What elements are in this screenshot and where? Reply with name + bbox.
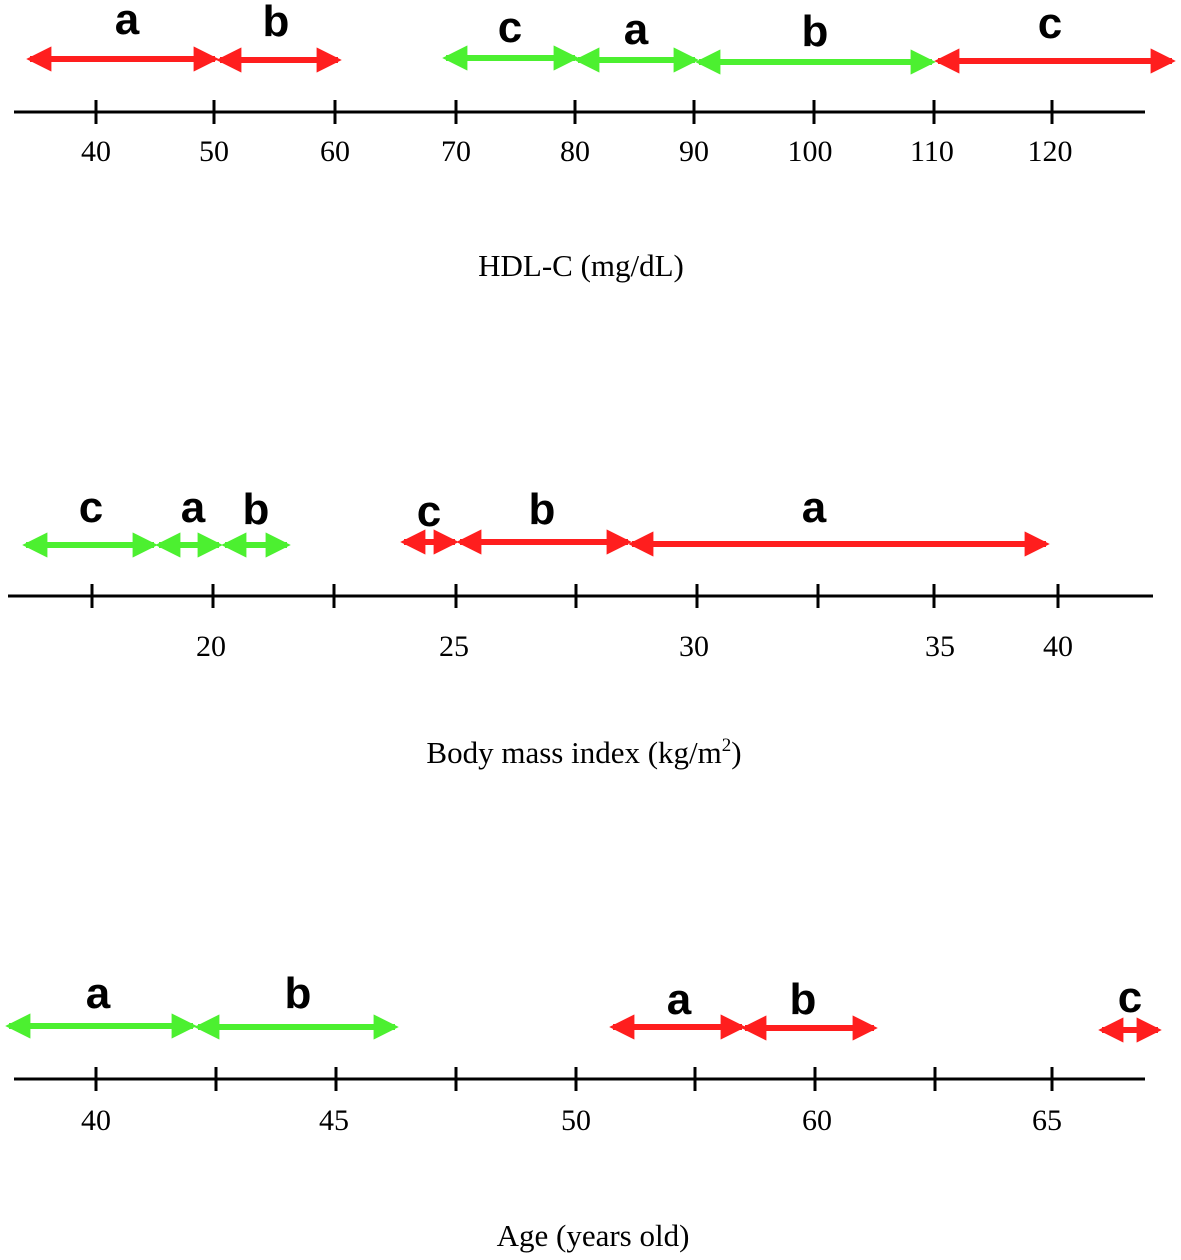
hdl-ticks bbox=[94, 100, 1054, 124]
hdl-tick-label-7: 100 bbox=[788, 135, 833, 168]
bmi-range-label-2: a bbox=[181, 483, 206, 532]
bmi-range-label-4: c bbox=[417, 487, 441, 536]
hdl-tick-label-6: 90 bbox=[679, 135, 709, 168]
bmi-range-label-1: c bbox=[79, 483, 103, 532]
age-axis-title: Age (years old) bbox=[497, 1218, 690, 1253]
hdl-tick-label-5: 80 bbox=[560, 135, 590, 168]
age-ticks bbox=[94, 1067, 1054, 1091]
hdl-range-label-5: b bbox=[802, 7, 829, 56]
hdl-tick-label-3: 60 bbox=[320, 135, 350, 168]
age-axis-title-text: Age (years old) bbox=[497, 1218, 690, 1253]
bmi-tick-label-3: 30 bbox=[679, 630, 709, 663]
hdl-range-arrows bbox=[26, 45, 1176, 75]
bmi-tick-label-4: 35 bbox=[925, 630, 955, 663]
age-tick-label-2: 45 bbox=[319, 1104, 349, 1137]
bmi-tick-label-1: 20 bbox=[196, 630, 226, 663]
panel-age: a b a b c 40 45 50 60 65 Age (years old) bbox=[5, 969, 1162, 1253]
age-range-arrows bbox=[5, 1013, 1162, 1043]
age-range-label-3: a bbox=[667, 975, 692, 1024]
bmi-range-label-5: b bbox=[529, 485, 556, 534]
bmi-ticks bbox=[90, 584, 1060, 608]
bmi-range-label-6: a bbox=[802, 483, 827, 532]
age-tick-label-1: 40 bbox=[81, 1104, 111, 1137]
age-tick-labels: 40 45 50 60 65 bbox=[81, 1104, 1062, 1137]
bmi-range-arrows bbox=[22, 529, 1050, 558]
panel-bmi: c a b c b a 20 25 30 35 40 Body mass ind… bbox=[8, 483, 1153, 770]
bmi-tick-label-5: 40 bbox=[1043, 630, 1073, 663]
hdl-tick-label-9: 120 bbox=[1028, 135, 1073, 168]
hdl-axis-title-text: HDL-C (mg/dL) bbox=[478, 248, 684, 283]
bmi-tick-label-2: 25 bbox=[439, 630, 469, 663]
hdl-range-label-1: a bbox=[115, 0, 140, 44]
age-tick-label-4: 60 bbox=[802, 1104, 832, 1137]
hdl-range-label-2: b bbox=[263, 0, 290, 46]
bmi-axis-title-sup: 2 bbox=[722, 735, 732, 756]
age-range-label-2: b bbox=[285, 969, 312, 1018]
age-range-label-5: c bbox=[1118, 973, 1142, 1022]
age-tick-label-3: 50 bbox=[561, 1104, 591, 1137]
hdl-tick-label-2: 50 bbox=[199, 135, 229, 168]
hdl-range-label-3: c bbox=[498, 3, 522, 52]
hdl-tick-label-1: 40 bbox=[81, 135, 111, 168]
hdl-tick-label-4: 70 bbox=[441, 135, 471, 168]
bmi-range-labels: c a b c b a bbox=[79, 483, 827, 536]
bmi-tick-labels: 20 25 30 35 40 bbox=[196, 630, 1073, 663]
bmi-axis-title-text: Body mass index (kg/m bbox=[426, 735, 721, 770]
age-tick-label-5: 65 bbox=[1032, 1104, 1062, 1137]
bmi-axis-title-tail: ) bbox=[731, 735, 741, 770]
hdl-range-labels: a b c a b c bbox=[115, 0, 1062, 56]
panel-hdl: a b c a b c 40 50 60 70 80 90 100 bbox=[14, 0, 1176, 283]
hdl-range-label-4: a bbox=[624, 5, 649, 54]
hdl-tick-label-8: 110 bbox=[910, 135, 954, 168]
age-range-label-1: a bbox=[86, 969, 111, 1018]
age-range-labels: a b a b c bbox=[86, 969, 1142, 1024]
hdl-range-label-6: c bbox=[1038, 0, 1062, 48]
hdl-axis-title: HDL-C (mg/dL) bbox=[478, 248, 684, 283]
age-range-label-4: b bbox=[790, 975, 817, 1024]
hdl-tick-labels: 40 50 60 70 80 90 100 110 120 bbox=[81, 135, 1073, 168]
bmi-axis-title: Body mass index (kg/m2) bbox=[426, 735, 741, 770]
bmi-range-label-3: b bbox=[243, 485, 270, 534]
